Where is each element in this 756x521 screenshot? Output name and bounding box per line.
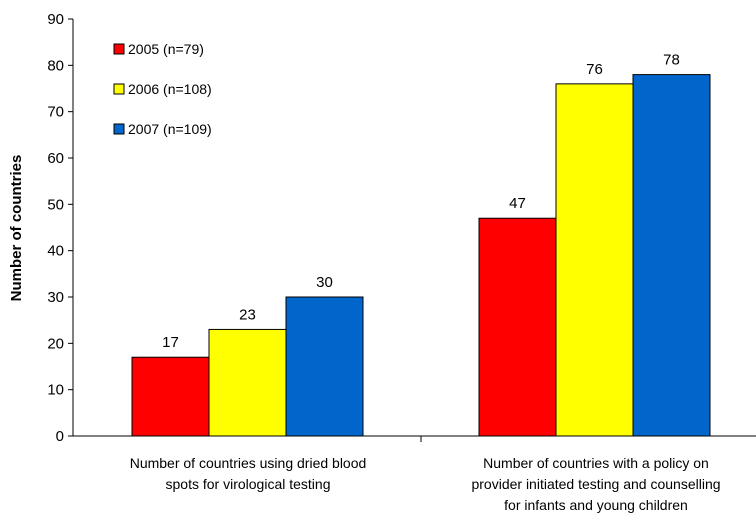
y-tick-label: 0 [56, 428, 64, 445]
x-category-label: Number of countries with a policy on prov… [426, 453, 756, 516]
y-tick-label: 20 [47, 335, 64, 352]
x-category-label-line: spots for virological testing [165, 476, 331, 492]
y-tick-label: 70 [47, 104, 64, 121]
y-tick-label: 40 [47, 243, 64, 260]
bar-value-label: 23 [239, 306, 256, 323]
legend-swatch [113, 43, 125, 55]
bar [555, 83, 634, 437]
y-tick-label: 60 [47, 150, 64, 167]
legend-label: 2007 (n=109) [128, 121, 212, 137]
y-tick-label: 50 [47, 196, 64, 213]
bar [478, 217, 557, 437]
x-category-label-line: Number of countries using dried blood [129, 455, 367, 471]
legend: 2005 (n=79) 2006 (n=108) 2007 (n=109) [113, 41, 212, 137]
bars-group [131, 74, 711, 437]
legend-swatch [113, 123, 125, 135]
bar [208, 328, 287, 437]
bar [632, 74, 711, 437]
y-axis-title: Number of countries [8, 155, 25, 302]
data-labels-group: 17 23 30 47 76 78 [162, 52, 680, 352]
axes-group [72, 19, 756, 442]
bar-value-label: 17 [162, 334, 179, 351]
legend-swatch [113, 83, 125, 95]
x-category-label-line: Number of countries with a policy on [483, 455, 709, 471]
bar [285, 296, 364, 437]
y-tick-label: 30 [47, 289, 64, 306]
bar [131, 356, 210, 437]
x-category-label: Number of countries using dried blood spo… [83, 453, 413, 495]
bar-value-label: 78 [663, 52, 680, 69]
legend-label: 2005 (n=79) [128, 41, 204, 57]
x-category-label-line: provider initiated testing and counselli… [471, 476, 721, 492]
bar-value-label: 76 [586, 61, 603, 78]
legend-label: 2006 (n=108) [128, 81, 212, 97]
y-ticks-group: 0 10 20 30 40 50 60 70 80 90 [47, 11, 73, 445]
x-category-label-line: for infants and young children [504, 497, 688, 513]
y-tick-label: 10 [47, 382, 64, 399]
bar-value-label: 30 [316, 274, 333, 291]
y-tick-label: 80 [47, 57, 64, 74]
bar-value-label: 47 [509, 195, 526, 212]
y-tick-label: 90 [47, 11, 64, 28]
